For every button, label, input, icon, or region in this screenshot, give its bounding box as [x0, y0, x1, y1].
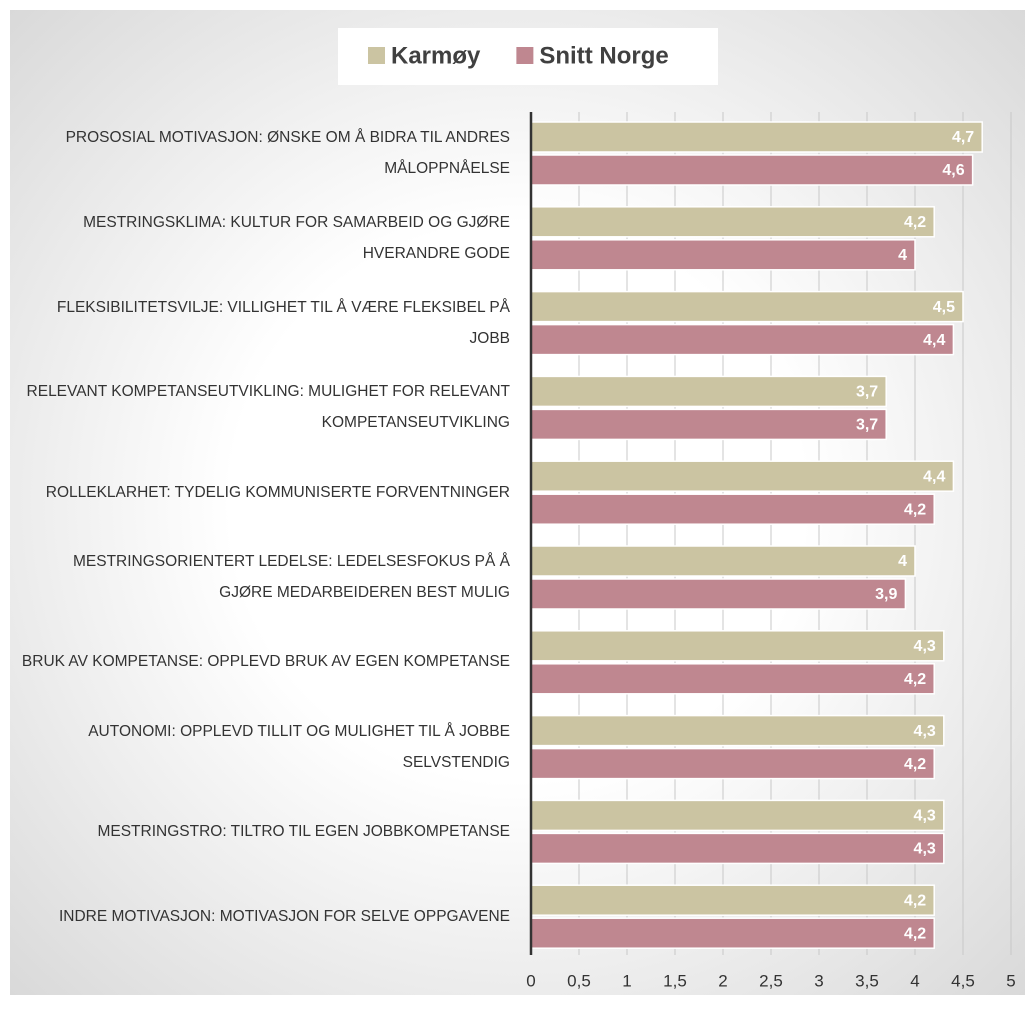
bar — [530, 206, 935, 238]
bar — [530, 884, 935, 916]
category-label: PROSOSIAL MOTIVASJON: ØNSKE OM Å BIDRA T… — [65, 129, 510, 177]
value-label: 4 — [898, 553, 907, 570]
category-label: MESTRINGSTRO: TILTRO TIL EGEN JOBBKOMPET… — [97, 822, 510, 840]
bar — [530, 630, 945, 662]
x-tick-label: 5 — [1006, 971, 1015, 990]
bar — [530, 290, 964, 323]
value-label: 4,3 — [914, 841, 936, 858]
bar — [530, 154, 974, 186]
category-label: AUTONOMI: OPPLEVD TILLIT OG MULIGHET TIL… — [88, 722, 510, 771]
value-label: 4,2 — [904, 671, 926, 688]
bar — [530, 493, 935, 525]
bar — [530, 375, 887, 408]
bar — [530, 323, 955, 356]
category-label: MESTRINGSORIENTERT LEDELSE: LEDELSESFOKU… — [73, 553, 510, 601]
category-label: RELEVANT KOMPETANSEUTVIKLING: MULIGHET F… — [26, 383, 510, 432]
bar — [530, 545, 916, 577]
bar — [530, 832, 945, 865]
legend-swatch — [368, 47, 385, 64]
x-tick-label: 0 — [526, 971, 535, 990]
bar — [530, 799, 945, 832]
x-tick-label: 2 — [718, 971, 727, 990]
value-label: 4,3 — [914, 808, 936, 825]
value-label: 3,9 — [875, 586, 897, 603]
x-tick-label: 2,5 — [759, 971, 783, 990]
value-label: 4,4 — [923, 468, 945, 485]
bar — [530, 917, 935, 949]
bar — [530, 408, 887, 441]
legend-label: Karmøy — [391, 42, 481, 69]
value-label: 4,2 — [904, 892, 926, 909]
legend-label: Snitt Norge — [539, 42, 668, 69]
bar — [530, 714, 945, 747]
legend-swatch — [516, 47, 534, 64]
category-label: INDRE MOTIVASJON: MOTIVASJON FOR SELVE O… — [58, 907, 510, 925]
value-label: 3,7 — [856, 384, 878, 401]
x-tick-label: 3 — [814, 971, 823, 990]
value-label: 4,2 — [904, 214, 926, 231]
category-label: MESTRINGSKLIMA: KULTUR FOR SAMARBEID OG … — [83, 213, 510, 262]
x-tick-label: 1,5 — [663, 971, 687, 990]
x-tick-label: 4,5 — [951, 971, 975, 990]
value-label: 3,7 — [856, 417, 878, 434]
bar — [530, 663, 935, 695]
value-label: 4,3 — [914, 638, 936, 655]
x-tick-label: 4 — [910, 971, 919, 990]
category-label: BRUK AV KOMPETANSE: OPPLEVD BRUK AV EGEN… — [21, 653, 510, 671]
category-label: FLEKSIBILITETSVILJE: VILLIGHET TIL Å VÆR… — [56, 298, 510, 347]
bar — [530, 121, 983, 153]
x-tick-label: 1 — [622, 971, 631, 990]
value-label: 4,2 — [904, 501, 926, 518]
value-label: 4,2 — [904, 925, 926, 942]
value-label: 4 — [898, 247, 907, 264]
x-tick-label: 3,5 — [855, 971, 879, 990]
value-label: 4,6 — [942, 162, 964, 179]
value-label: 4,5 — [933, 299, 955, 316]
category-label: ROLLEKLARHET: TYDELIG KOMMUNISERTE FORVE… — [45, 483, 510, 501]
x-tick-label: 0,5 — [567, 971, 591, 990]
value-label: 4,3 — [914, 723, 936, 740]
bar — [530, 460, 955, 492]
value-label: 4,4 — [923, 332, 945, 349]
value-label: 4,7 — [952, 129, 974, 146]
bar — [530, 578, 907, 610]
value-label: 4,2 — [904, 756, 926, 773]
bar — [530, 239, 916, 271]
bar — [530, 747, 935, 780]
